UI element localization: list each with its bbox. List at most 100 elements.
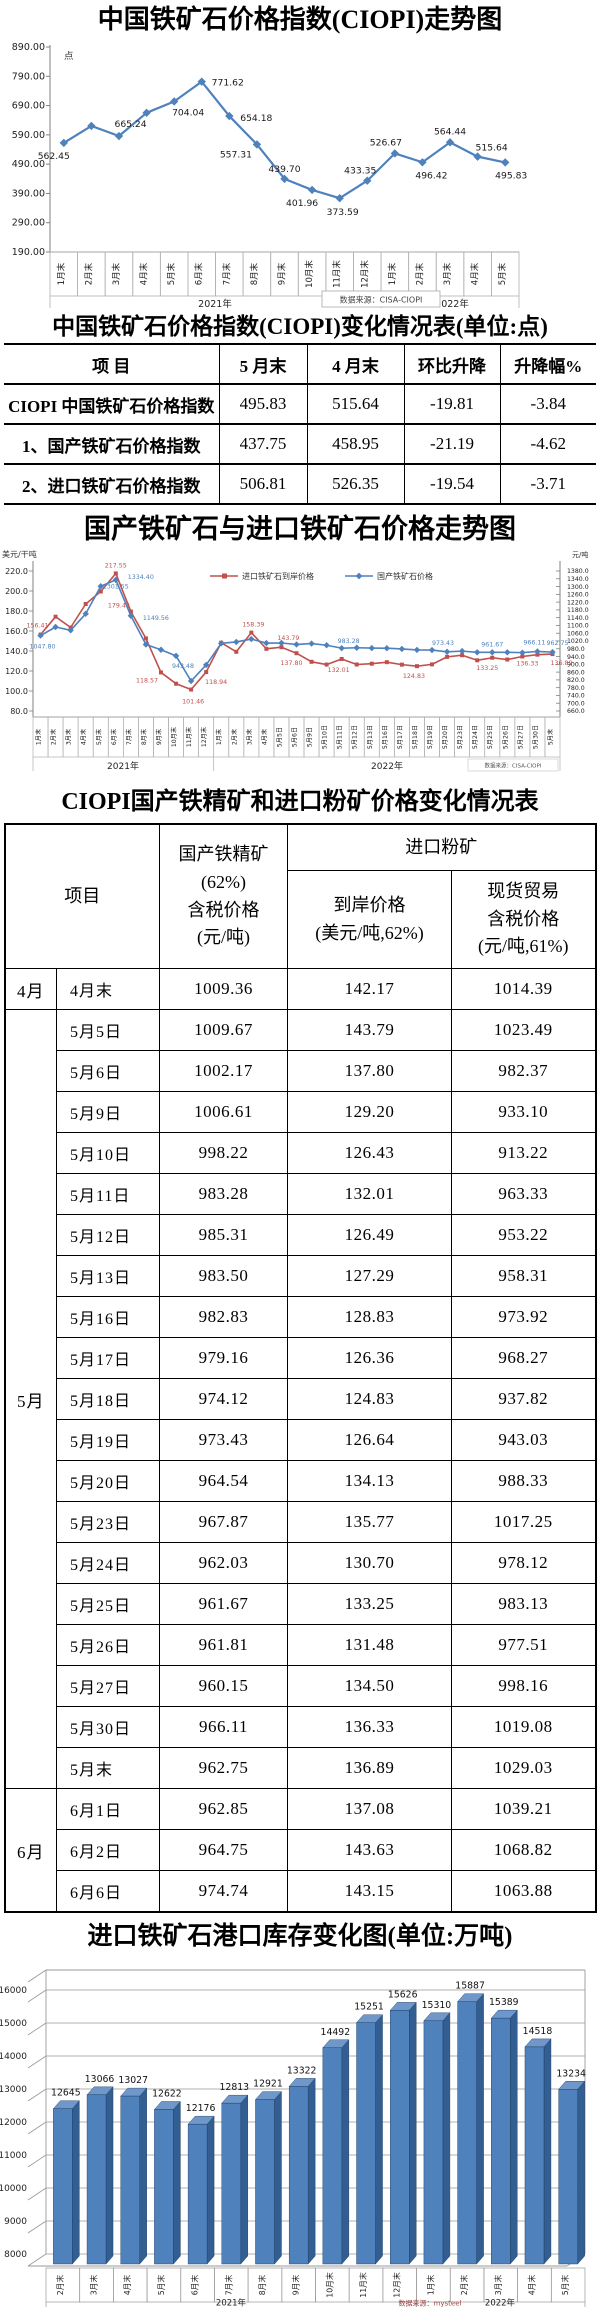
- cell: 960.15: [159, 1665, 288, 1707]
- point-label: 101.46: [182, 699, 204, 706]
- y-tick-label: 820.0: [567, 677, 585, 684]
- cell: 137.80: [287, 1050, 452, 1092]
- cell: 974.74: [159, 1870, 288, 1913]
- data-marker: [504, 649, 511, 656]
- data-marker: [98, 589, 103, 594]
- point-label: 704.04: [172, 107, 204, 118]
- x-tick-label: 4月末: [139, 262, 150, 285]
- table-row: 5月18日 974.12 124.83 937.82: [5, 1378, 596, 1420]
- x-tick-label: 11月末: [358, 2272, 368, 2298]
- column-header: 国产铁精矿 (62%) 含税价格 (元/吨): [159, 823, 288, 969]
- data-marker: [460, 653, 465, 658]
- point-label: 136.89: [550, 660, 572, 667]
- month-group-cell: 6月: [4, 1788, 57, 1913]
- cell: 962.03: [159, 1542, 288, 1584]
- table-row: 6月6日 974.74 143.15 1063.88: [5, 1870, 596, 1913]
- cell: 998.16: [451, 1665, 596, 1707]
- point-label: 526.67: [370, 137, 402, 148]
- x-label-cell: [544, 716, 561, 758]
- cell: 933.10: [451, 1091, 596, 1133]
- table-row: 5月27日 960.15 134.50 998.16: [5, 1665, 596, 1707]
- x-tick-label: 8月末: [257, 2275, 267, 2296]
- bar-side: [173, 2101, 181, 2265]
- data-marker: [519, 649, 526, 656]
- table-row: 5月9日 1006.61 129.20 933.10: [5, 1091, 596, 1133]
- table-row: 5月30日 966.11 136.33 1019.08: [5, 1706, 596, 1748]
- y-tick-label: 660.0: [567, 708, 585, 715]
- cell: 977.51: [451, 1624, 596, 1666]
- date-cell: 5月16日: [56, 1296, 160, 1338]
- bar-value-label: 12645: [51, 2088, 81, 2099]
- data-marker: [87, 121, 96, 130]
- data-marker: [473, 649, 481, 656]
- bar-value-label: 15251: [354, 2002, 384, 2013]
- data-marker: [445, 137, 455, 147]
- y-tick-label: 900.0: [567, 662, 585, 669]
- cell: 137.08: [287, 1788, 452, 1830]
- source-label: 数据来源：mysteel: [399, 2299, 462, 2307]
- cell: 136.33: [287, 1706, 452, 1748]
- y-tick-label: 15000: [0, 2019, 27, 2029]
- source-box: [321, 290, 441, 307]
- cell: 983.50: [159, 1255, 288, 1297]
- cell: 126.43: [287, 1132, 452, 1174]
- cell: 130.70: [287, 1542, 452, 1584]
- data-marker: [189, 687, 194, 692]
- data-marker: [158, 670, 163, 675]
- data-marker: [97, 583, 104, 590]
- data-marker: [204, 670, 209, 675]
- y-tick-label: 860.0: [567, 669, 585, 676]
- x-tick-label: 7月末: [221, 262, 232, 285]
- cell: 126.64: [287, 1419, 452, 1461]
- date-cell: 6月2日: [56, 1829, 160, 1871]
- x-tick-label: 4月末: [526, 2275, 536, 2296]
- x-tick-label: 5月末: [497, 262, 508, 285]
- point-label: 515.64: [476, 142, 508, 153]
- x-tick-label: 11月末: [332, 259, 343, 287]
- x-tick-label: 1月末: [56, 262, 67, 285]
- x-tick-label: 1月末: [425, 2275, 435, 2296]
- data-marker: [505, 657, 510, 662]
- cell: 1014.39: [451, 968, 596, 1010]
- gridline-3d-tick: [27, 2022, 47, 2036]
- cell: 143.15: [287, 1870, 452, 1913]
- cell: 962.85: [159, 1788, 288, 1830]
- x-tick-label: 3月末: [442, 262, 453, 285]
- bar-value-label: 15310: [422, 2000, 452, 2011]
- column-header: 5 月末: [218, 343, 307, 386]
- x-tick-label: 5月12日: [352, 725, 359, 749]
- cell: 143.79: [287, 1009, 452, 1051]
- gridline-3d-tick: [27, 2220, 47, 2234]
- x-tick-label: 10月末: [304, 259, 315, 287]
- cell: 135.77: [287, 1501, 452, 1543]
- x-tick-label: 5月16日: [382, 725, 389, 749]
- y-tick-label: 16000: [0, 1986, 27, 1996]
- x-tick-label: 5月5日: [276, 727, 283, 747]
- chart2-title: 国产铁矿石与进口铁矿石价格走势图: [84, 514, 516, 545]
- cell: 982.83: [159, 1296, 288, 1338]
- x-tick-label: 5月末: [560, 2275, 570, 2296]
- cell: 985.31: [159, 1214, 288, 1256]
- bar-value-label: 13066: [85, 2074, 115, 2085]
- y-tick-label: 980.0: [567, 646, 585, 653]
- x-label-cell: [491, 251, 520, 296]
- y-tick-label: 120.0: [5, 667, 28, 676]
- data-marker: [534, 648, 541, 655]
- x-tick-label: 2月末: [55, 2275, 65, 2296]
- x-tick-label: 5月6日: [292, 727, 299, 747]
- y-tick-label: 390.00: [12, 188, 45, 199]
- bar-value-label: 15887: [455, 1981, 485, 1992]
- column-header: 4 月末: [306, 343, 404, 386]
- x-tick-label: 2月末: [83, 262, 94, 285]
- data-marker: [59, 138, 68, 147]
- data-marker: [399, 662, 404, 667]
- frame-corner: [27, 1969, 47, 1983]
- point-label: 557.31: [220, 149, 252, 160]
- x-tick-label: 2月末: [50, 729, 58, 745]
- chart3-title: 进口铁矿石港口库存变化图(单位:万吨): [87, 1923, 513, 1950]
- table-row: 5月24日 962.03 130.70 978.12: [5, 1542, 596, 1584]
- cell: 983.13: [451, 1583, 596, 1625]
- cell: 964.54: [159, 1460, 288, 1502]
- point-label: 962.75: [546, 640, 568, 647]
- bar-value-label: 14492: [321, 2027, 351, 2038]
